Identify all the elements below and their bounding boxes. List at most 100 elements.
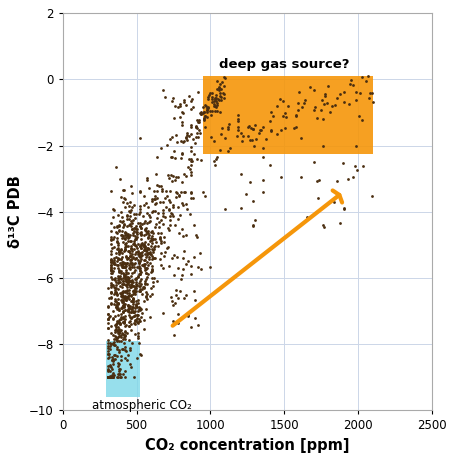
- Point: [126, 233, 133, 241]
- Point: [121, 204, 128, 211]
- Point: [131, 255, 139, 263]
- Point: [194, 263, 202, 271]
- Point: [138, 285, 146, 293]
- Point: [214, 100, 221, 107]
- Point: [110, 373, 117, 381]
- Point: [149, 230, 157, 237]
- Point: [367, 90, 374, 97]
- Point: [113, 353, 120, 360]
- Point: [113, 257, 121, 264]
- Point: [113, 337, 120, 345]
- Point: [115, 300, 122, 307]
- Point: [188, 157, 195, 165]
- Point: [115, 269, 122, 276]
- Point: [161, 213, 168, 220]
- Point: [115, 360, 122, 367]
- Point: [131, 260, 138, 268]
- Point: [147, 237, 155, 244]
- Point: [116, 222, 123, 230]
- Y-axis label: δ¹³C PDB: δ¹³C PDB: [8, 175, 23, 248]
- Point: [213, 103, 220, 111]
- Point: [108, 373, 115, 381]
- Point: [130, 201, 137, 209]
- Point: [118, 330, 126, 337]
- Point: [110, 369, 117, 377]
- Point: [123, 273, 131, 281]
- Point: [128, 225, 135, 233]
- Point: [182, 134, 189, 141]
- Point: [180, 170, 187, 177]
- Point: [105, 336, 112, 343]
- Point: [122, 239, 130, 246]
- Point: [129, 304, 136, 311]
- Point: [329, 102, 336, 109]
- Point: [111, 275, 118, 282]
- Point: [128, 298, 135, 305]
- Point: [134, 240, 142, 248]
- Point: [211, 102, 218, 109]
- Point: [131, 312, 138, 319]
- Point: [349, 173, 357, 181]
- Point: [248, 124, 255, 132]
- Point: [180, 266, 187, 273]
- Point: [217, 93, 224, 100]
- Point: [162, 93, 169, 100]
- Point: [138, 255, 145, 262]
- Point: [112, 281, 120, 289]
- Point: [180, 189, 187, 196]
- Point: [207, 108, 214, 115]
- Point: [237, 171, 244, 178]
- Point: [110, 224, 117, 231]
- Point: [126, 247, 133, 254]
- Point: [337, 91, 344, 98]
- Point: [145, 261, 152, 269]
- Point: [240, 132, 247, 139]
- Point: [214, 86, 221, 93]
- Point: [180, 248, 187, 255]
- Point: [246, 123, 253, 130]
- Point: [339, 160, 346, 167]
- Point: [127, 252, 134, 260]
- Point: [109, 267, 116, 275]
- Point: [204, 95, 211, 103]
- Point: [119, 263, 126, 270]
- Bar: [106, 341, 140, 397]
- Point: [362, 77, 369, 85]
- Point: [179, 254, 187, 261]
- Point: [116, 370, 123, 378]
- Point: [141, 242, 148, 250]
- Point: [135, 300, 142, 307]
- Point: [122, 278, 130, 285]
- Point: [219, 79, 226, 86]
- Point: [178, 178, 186, 186]
- Point: [105, 373, 112, 381]
- Point: [116, 266, 123, 273]
- Point: [238, 137, 246, 145]
- Point: [138, 251, 146, 259]
- Point: [113, 336, 120, 343]
- Point: [126, 248, 133, 255]
- Point: [128, 314, 135, 322]
- Point: [120, 318, 127, 325]
- Point: [117, 282, 124, 290]
- Point: [356, 89, 364, 96]
- Point: [119, 213, 126, 221]
- Point: [130, 237, 137, 245]
- Point: [187, 195, 195, 202]
- Point: [119, 314, 126, 322]
- Point: [132, 225, 140, 232]
- Point: [190, 136, 197, 143]
- Point: [144, 234, 152, 241]
- Point: [169, 201, 176, 209]
- Point: [358, 74, 365, 81]
- Point: [152, 170, 159, 177]
- Point: [200, 109, 207, 116]
- Point: [118, 267, 125, 275]
- Point: [136, 219, 144, 226]
- Point: [126, 209, 133, 216]
- Point: [151, 195, 158, 202]
- Point: [122, 268, 130, 276]
- Point: [194, 133, 201, 140]
- Point: [126, 221, 133, 228]
- Point: [136, 271, 144, 278]
